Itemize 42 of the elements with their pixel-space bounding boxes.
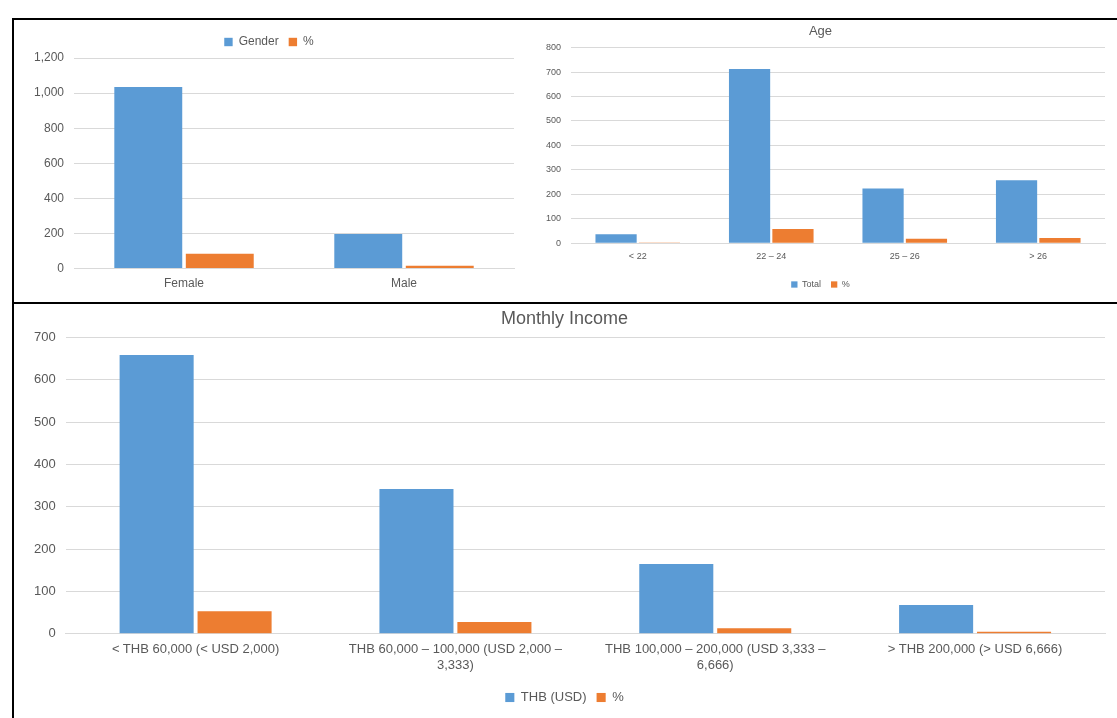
- x-tick-label: THB 60,000 – 100,000 (USD 2,000 – 3,333): [348, 641, 563, 672]
- x-tick-label: Female: [164, 276, 205, 291]
- y-tick-label: 600: [545, 90, 562, 101]
- y-tick-label: 400: [545, 139, 562, 150]
- legend-label: Gender: [238, 34, 279, 49]
- y-tick-label: 0: [556, 237, 562, 248]
- x-tick-label: THB 100,000 – 200,000 (USD 3,333 – 6,666): [605, 641, 827, 672]
- legend-label: %: [841, 278, 850, 289]
- x-tick-label: > 26: [1029, 251, 1048, 262]
- y-tick-label: 500: [545, 115, 562, 126]
- y-tick-label: 200: [545, 188, 562, 199]
- y-tick-label: 300: [545, 164, 562, 175]
- y-tick-label: 200: [33, 540, 56, 556]
- y-tick-label: 700: [33, 329, 56, 345]
- legend-label: THB (USD): [520, 689, 587, 705]
- x-tick-label: < 22: [628, 251, 647, 262]
- y-tick-label: 400: [44, 190, 65, 205]
- x-tick-label: < THB 60,000 (< USD 2,000): [111, 641, 280, 657]
- y-tick-label: 600: [44, 155, 65, 170]
- y-tick-label: 800: [44, 120, 65, 135]
- y-tick-label: 0: [57, 260, 65, 275]
- y-tick-label: 1,000: [34, 85, 65, 100]
- x-tick-label: 25 – 26: [889, 251, 920, 262]
- y-tick-label: 400: [33, 456, 56, 472]
- legend-label: %: [612, 689, 625, 705]
- legend-label: %: [303, 34, 315, 49]
- legend-label: Total: [801, 278, 822, 289]
- y-tick-label: 200: [44, 225, 65, 240]
- y-tick-label: 100: [545, 213, 562, 224]
- y-tick-label: 700: [545, 66, 562, 77]
- y-tick-label: 0: [48, 625, 56, 641]
- chart-title: Age: [808, 23, 833, 39]
- y-tick-label: 500: [33, 413, 56, 429]
- x-tick-label: Male: [391, 276, 418, 291]
- y-tick-label: 100: [33, 583, 56, 599]
- y-tick-label: 1,200: [34, 50, 65, 65]
- x-tick-label: > THB 200,000 (> USD 6,666): [887, 641, 1063, 657]
- chart-title: Monthly Income: [500, 307, 629, 328]
- y-tick-label: 600: [33, 371, 56, 387]
- y-tick-label: 800: [545, 42, 562, 53]
- y-tick-label: 300: [33, 498, 56, 514]
- x-tick-label: 22 – 24: [756, 251, 787, 262]
